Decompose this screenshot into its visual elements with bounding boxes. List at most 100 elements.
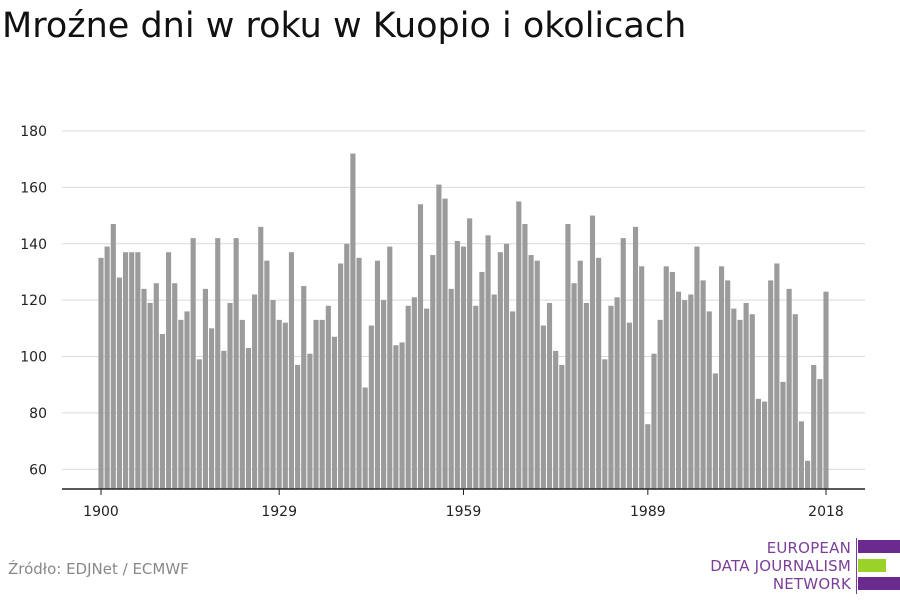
bar-1932 [295,364,301,489]
bar-1973 [546,302,553,489]
bar-1911 [166,252,172,489]
bar-1922 [233,238,239,489]
bar-1930 [282,322,288,489]
chart-title: Mroźne dni w roku w Kuopio i okolicach [2,6,687,46]
bar-1965 [497,252,503,489]
bar-1995 [682,300,688,489]
bar-1936 [319,319,325,489]
bar-2017 [817,379,823,489]
logo-bar-middle [858,559,886,572]
bar-1964 [491,294,497,489]
x-tick-label: 1959 [446,504,482,520]
bar-1941 [350,153,356,490]
bar-1988 [639,266,645,489]
bar-1987 [632,226,639,489]
y-tick-label: 80 [29,406,47,422]
logo-line-2: DATA JOURNALISM [710,557,851,575]
bar-1959 [460,246,467,489]
bar-1925 [252,294,258,489]
bar-1905 [129,252,135,489]
bar-2014 [798,421,804,489]
bar-2010 [774,263,780,489]
bar-1990 [651,353,657,489]
bar-2015 [805,460,811,489]
bar-1950 [405,305,411,489]
bar-1914 [184,311,190,489]
bar-2016 [811,364,817,489]
bar-1997 [694,246,700,489]
bar-1979 [583,302,589,489]
bar-1903 [116,277,122,489]
bar-1989 [645,424,651,489]
bar-1934 [307,353,313,489]
x-axis-ticks: 1900 1929 1959 1989 2018 [83,489,844,520]
bar-2003 [731,308,737,489]
bar-1986 [626,322,632,489]
bar-2001 [718,266,725,489]
y-tick-label: 100 [20,350,47,366]
bar-1994 [675,291,682,489]
bar-1955 [436,184,442,489]
bar-1915 [190,238,196,489]
bar-1942 [356,257,362,489]
y-axis-labels: 60 80 100 120 140 160 180 [20,124,47,478]
bar-1947 [387,246,393,489]
bar-1999 [706,311,712,489]
logo-line-1: EUROPEAN [766,539,851,557]
bar-1981 [596,257,602,489]
bars [98,153,829,490]
bar-1923 [239,319,245,489]
y-tick-label: 180 [20,124,47,140]
source-note: Źródło: EDJNet / ECMWF [8,560,189,578]
bar-2000 [712,373,718,489]
bar-1998 [700,280,706,489]
bar-1992 [663,266,669,489]
y-tick-label: 140 [20,237,47,253]
bar-1961 [473,305,479,489]
bar-1928 [270,300,276,489]
bar-1991 [657,319,663,489]
bar-1927 [264,260,270,489]
bar-1957 [448,288,454,489]
bar-2002 [725,280,731,489]
bar-2005 [743,302,749,489]
bar-2004 [737,319,743,489]
bar-1900 [98,257,104,489]
x-tick-label: 2018 [808,504,844,520]
bar-1993 [669,271,675,489]
bar-1945 [374,260,381,489]
bar-1913 [178,319,184,489]
bar-1908 [147,302,153,489]
bar-1952 [417,204,424,490]
bar-1984 [614,297,620,489]
bar-1906 [135,252,141,489]
bar-1935 [313,319,319,489]
bar-1929 [276,319,282,489]
bar-2009 [768,280,774,489]
bar-1975 [559,364,565,489]
bar-1940 [344,243,350,489]
bar-1916 [196,359,202,489]
bar-1954 [430,255,436,489]
bar-1960 [467,218,473,489]
y-tick-label: 120 [20,293,47,309]
x-tick-label: 1900 [83,504,119,520]
bar-1968 [516,201,522,489]
logo-bar-bottom [858,577,900,590]
bar-1953 [424,308,430,489]
bar-2007 [755,398,761,489]
bar-1902 [110,224,116,489]
bar-2011 [780,381,786,489]
bar-1904 [123,252,129,489]
bar-1920 [221,350,227,489]
bar-1909 [153,283,159,489]
bar-1972 [540,325,546,489]
bar-1926 [258,226,264,489]
bar-1967 [510,311,516,489]
bar-1910 [159,333,166,489]
bar-1931 [288,252,295,489]
x-tick-label: 1929 [261,504,297,520]
bar-1943 [362,387,368,489]
bar-1969 [522,224,528,489]
bar-1974 [553,350,559,489]
